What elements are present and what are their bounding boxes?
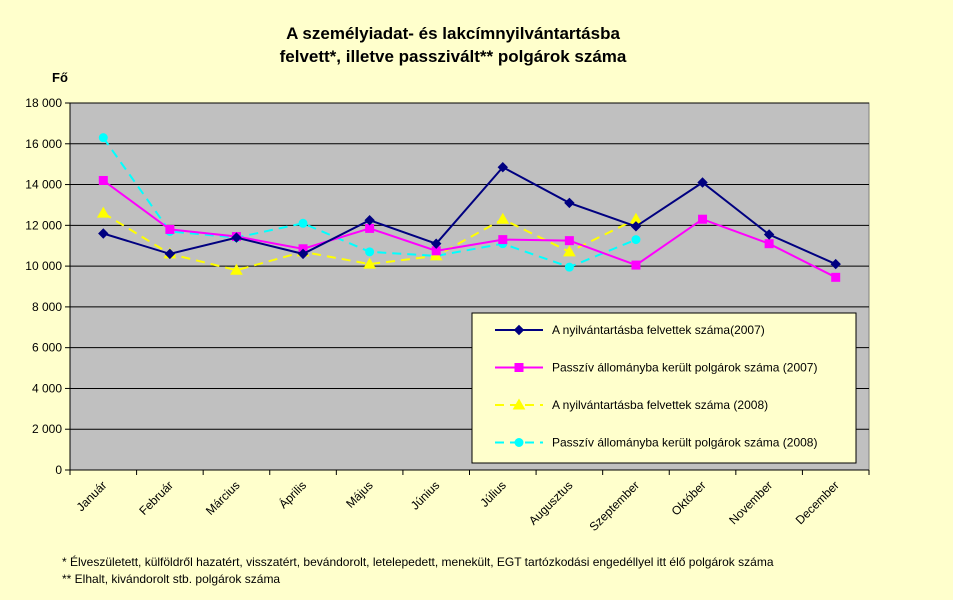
data-point [831,272,841,282]
x-tick-label: Április [275,478,309,512]
data-point [763,229,775,240]
data-point [698,214,708,224]
x-tick-label: Május [343,478,376,511]
x-tick-label: Június [408,478,442,512]
data-point [365,223,375,233]
x-tick-label: Október [669,478,709,518]
data-point [98,175,108,185]
data-point [230,263,243,275]
x-tick-label: Szeptember [586,478,642,534]
legend-entry: Passzív állományba került polgárok száma… [552,436,817,450]
data-point [830,258,841,270]
y-tick-label: 10 000 [25,259,62,273]
data-point [231,232,242,243]
y-tick-label: 4 000 [32,381,62,395]
x-tick-label: Január [74,478,110,514]
footnote-1: * Élveszületett, külföldről hazatért, vi… [62,555,774,569]
x-tick-label: Március [203,478,243,518]
data-point [498,235,508,245]
data-point [98,133,108,143]
data-point [297,248,309,260]
legend-box [471,312,857,464]
series-line [102,179,837,279]
data-point [564,262,574,272]
data-point [164,248,176,260]
legend-marker [512,398,526,410]
y-tick-label: 0 [55,463,62,477]
chart-title-line-2: felvett*, illetve passzivált** polgárok … [279,47,627,66]
x-tick-label: November [726,478,775,527]
legend-marker [514,363,524,372]
data-point [564,236,574,246]
y-tick-label: 16 000 [25,137,62,151]
legend-marker [514,438,524,447]
legend-entry: A nyilvántartásba felvettek száma(2007) [552,323,765,337]
data-point [564,197,575,209]
data-point [365,247,375,257]
data-point [96,206,110,218]
data-point [496,212,510,224]
legend-marker [513,324,525,336]
y-tick-label: 8 000 [32,300,62,314]
y-tick-label: 6 000 [32,341,62,355]
data-point [631,260,641,270]
series-line [103,165,837,266]
data-point [298,218,308,228]
data-point [98,228,109,239]
data-point [165,224,175,234]
data-point [363,257,376,269]
data-point [697,177,708,188]
legend: A nyilvántartásba felvettek száma(2007) P… [471,312,857,464]
footnote-2: ** Elhalt, kivándorolt stb. polgárok szá… [62,572,281,586]
data-point [497,162,508,173]
data-point [563,245,576,257]
data-point [630,221,642,232]
legend-entry: A nyilvántartásba felvettek száma (2008) [552,398,768,412]
x-tick-label: Augusztus [526,478,576,528]
data-point [431,238,442,249]
y-tick-label: 14 000 [25,178,62,192]
data-point [631,235,641,245]
y-tick-label: 12 000 [25,218,62,232]
y-axis-label: Fő [52,70,68,85]
footnotes: * Élveszületett, külföldről hazatért, vi… [62,554,774,588]
y-tick-label: 2 000 [32,422,62,436]
data-point [764,239,774,249]
legend-entry: Passzív állományba került polgárok száma… [552,361,817,375]
chart-title: A személyiadat- és lakcímnyilvántartásba… [0,22,906,68]
series-1 [98,162,841,270]
y-tick-label: 18 000 [25,96,62,110]
data-point [364,215,375,226]
x-tick-label: Február [136,478,176,518]
x-tick-label: Július [477,478,509,510]
chart-title-line-1: A személyiadat- és lakcímnyilvántartásba [286,24,620,43]
x-tick-label: December [793,478,842,527]
